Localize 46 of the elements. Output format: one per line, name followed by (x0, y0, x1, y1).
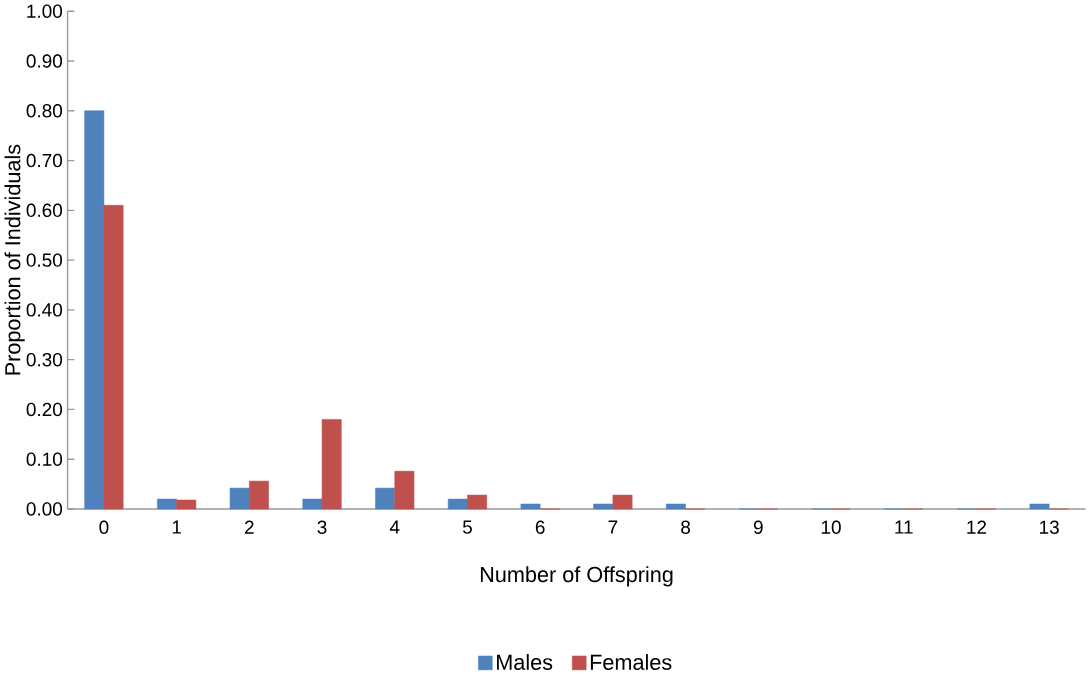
y-tick-label: 1.00 (27, 4, 63, 18)
x-tick-label: 11 (895, 520, 913, 534)
x-tick-label: 0 (99, 520, 109, 534)
y-tick-label: 0.30 (26, 352, 63, 367)
y-tick-label: 0.40 (26, 303, 63, 317)
x-tick-label: 2 (245, 520, 254, 534)
x-tick-label: 9 (753, 520, 763, 534)
x-tick-label: 4 (389, 520, 400, 534)
x-tick-label: 12 (967, 520, 987, 534)
bar (394, 470, 415, 510)
bar (520, 503, 541, 510)
y-tick-label: 0.70 (26, 153, 63, 168)
y-tick-label: 0.60 (26, 203, 63, 217)
x-tick-label: 5 (462, 520, 472, 534)
bar (467, 494, 487, 510)
x-tick-label: 13 (1040, 520, 1059, 534)
bar (176, 499, 197, 510)
y-tick-label: 0.00 (26, 502, 63, 516)
x-tick-label: 3 (317, 520, 327, 534)
y-tick-label: 0.50 (26, 253, 63, 267)
bar (103, 204, 124, 510)
bar (1029, 503, 1050, 510)
y-tick-label: 0.20 (26, 402, 63, 417)
bar (375, 487, 396, 510)
bar (447, 498, 468, 510)
y-tick-label: 0.90 (26, 54, 63, 68)
legend-label: Males (497, 653, 553, 670)
bar (84, 110, 105, 510)
bar (229, 487, 250, 510)
x-tick-label: 7 (608, 520, 618, 534)
bar (666, 503, 686, 510)
x-axis-title: Number of Offspring (480, 566, 673, 587)
y-tick-label: 0.80 (26, 103, 63, 118)
bar (157, 498, 177, 510)
bar (249, 480, 269, 510)
x-tick-label: 8 (681, 520, 691, 534)
y-tick-label: 0.10 (26, 452, 63, 466)
y-axis-title: Proportion of Individuals (4, 144, 25, 375)
bar (612, 494, 633, 510)
bar (593, 503, 614, 510)
x-tick-label: 6 (535, 520, 545, 534)
bar (302, 498, 323, 510)
x-tick-label: 10 (821, 520, 841, 534)
legend-label: Females (590, 653, 672, 670)
x-tick-label: 1 (172, 520, 181, 534)
bar (321, 419, 342, 510)
